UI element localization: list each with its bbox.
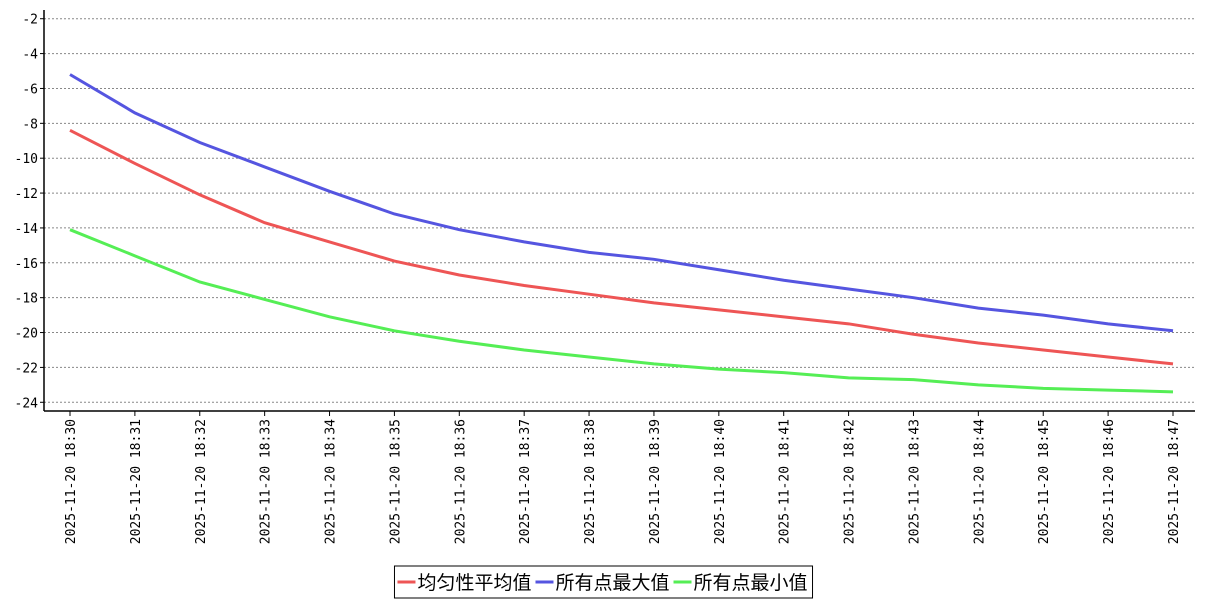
x-tick-label: 2025-11-20 18:32 [194,419,209,544]
y-tick-label: -24 [15,396,39,411]
y-tick-label: -10 [15,152,38,167]
y-tick-label: -2 [22,13,38,28]
legend: 均匀性平均值 所有点最大值 所有点最小值 [393,565,814,599]
series-line [69,73,1174,333]
series-line [69,228,1174,394]
x-tick-label: 2025-11-20 18:41 [778,419,793,544]
x-tick-label: 2025-11-20 18:39 [648,419,663,544]
x-tick-label: 2025-11-20 18:43 [907,419,922,544]
x-tick-label: 2025-11-20 18:33 [259,419,274,544]
series-line [69,128,1174,366]
y-tick-label: -8 [22,117,38,132]
x-tick-label: 2025-11-20 18:44 [972,419,987,544]
x-tick-label: 2025-11-20 18:34 [324,419,339,544]
legend-box [393,565,814,599]
y-tick-label: -12 [15,187,38,202]
legend-label: 均匀性平均值 [417,572,531,594]
y-tick-label: -4 [22,48,38,63]
legend-label: 所有点最大值 [555,572,669,594]
x-tick-label: 2025-11-20 18:30 [64,419,79,544]
x-tick-label: 2025-11-20 18:46 [1102,419,1117,544]
y-tick-label: -14 [15,222,39,237]
y-tick-label: -18 [15,292,38,307]
y-tick-label: -16 [15,257,38,272]
x-tick-label: 2025-11-20 18:37 [518,419,533,544]
x-tick-label: 2025-11-20 18:38 [583,419,598,544]
y-tick-label: -6 [22,82,38,97]
legend-label: 所有点最小值 [694,572,808,594]
x-tick-label: 2025-11-20 18:45 [1037,419,1052,544]
x-tick-label: 2025-11-20 18:35 [388,419,403,544]
x-tick-label: 2025-11-20 18:47 [1167,419,1182,544]
y-tick-label: -20 [15,327,38,342]
x-tick-label: 2025-11-20 18:42 [843,419,858,544]
y-tick-label: -22 [15,361,38,376]
x-tick-label: 2025-11-20 18:40 [713,419,728,544]
x-tick-label: 2025-11-20 18:36 [453,419,468,544]
x-tick-label: 2025-11-20 18:31 [129,419,144,544]
